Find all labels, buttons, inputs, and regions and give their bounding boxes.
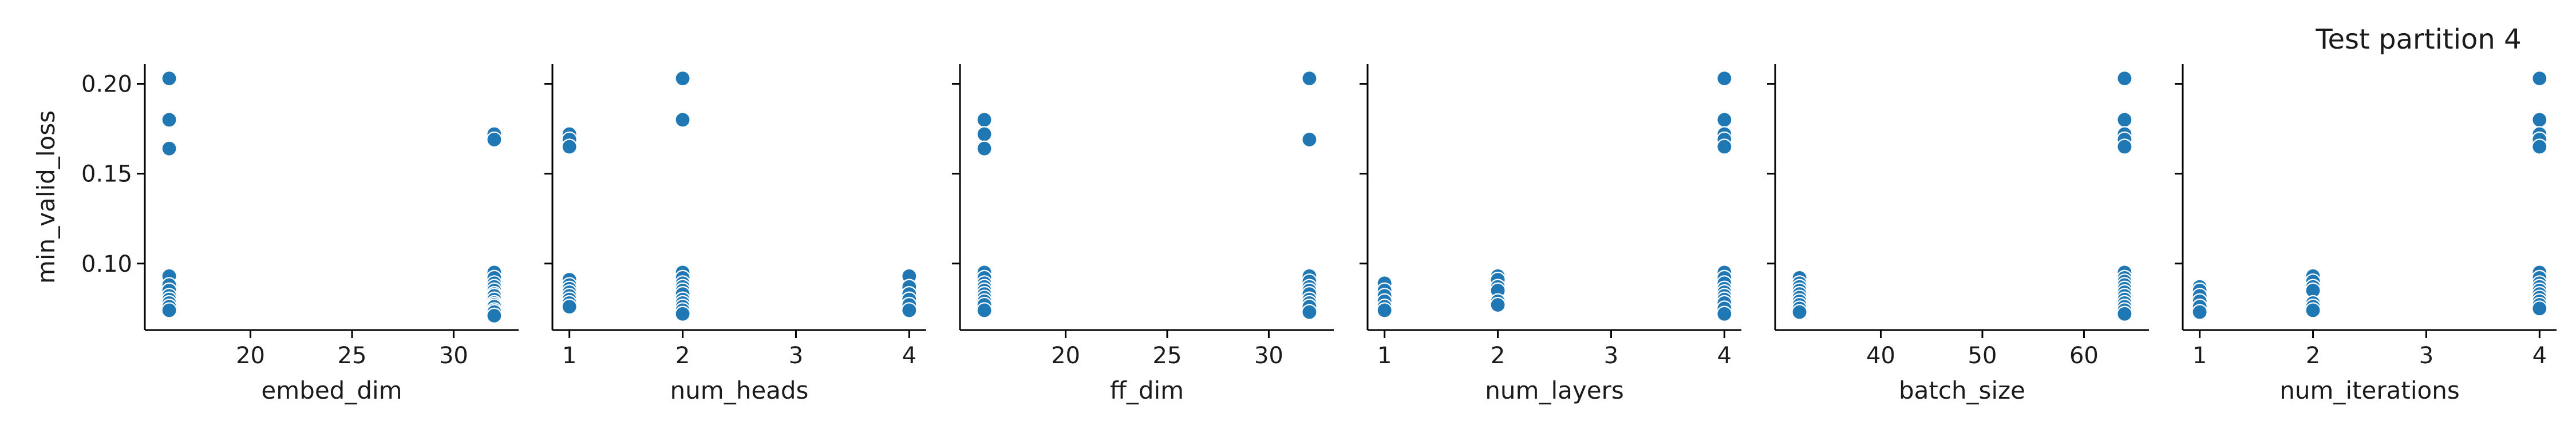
scatter-points <box>976 70 1318 320</box>
x-axis-label: num_heads <box>670 376 809 404</box>
data-point <box>486 307 503 324</box>
x-axis-label: num_iterations <box>2279 376 2459 404</box>
data-point <box>1376 302 1393 319</box>
x-tick-label: 50 <box>1968 343 1997 369</box>
x-tick-label: 25 <box>338 343 367 369</box>
data-point <box>1716 112 1733 128</box>
panel-num-layers: 1 2 3 4 num_layers <box>1360 64 1741 404</box>
data-point <box>561 299 578 315</box>
data-point <box>976 302 993 319</box>
x-tick-label: 60 <box>2069 343 2099 369</box>
data-point <box>2116 305 2133 322</box>
y-tick-label: 0.20 <box>81 72 132 98</box>
data-point <box>1301 70 1318 87</box>
x-axis-label: embed_dim <box>261 376 402 404</box>
data-point <box>2191 304 2208 320</box>
x-axis-label: ff_dim <box>1110 376 1184 404</box>
x-tick-label: 30 <box>439 343 468 369</box>
x-tick-label: 1 <box>1377 343 1392 369</box>
panel-batch-size: 40 50 60 batch_size <box>1767 64 2149 404</box>
data-point <box>1716 305 1733 322</box>
y-tick-label: 0.15 <box>81 161 132 188</box>
data-point <box>674 112 691 128</box>
data-point <box>976 126 993 142</box>
x-axis-label: batch_size <box>1899 376 2025 404</box>
data-point <box>486 131 503 148</box>
data-point <box>2531 70 2548 87</box>
x-tick-label: 2 <box>675 343 690 369</box>
data-point <box>901 302 918 319</box>
data-point <box>2531 138 2548 155</box>
panel-embed-dim: 0.10 0.15 0.20 20 25 30 embed_dim min_valid_los… <box>32 64 519 404</box>
x-tick-label: 20 <box>1051 343 1080 369</box>
data-point <box>674 305 691 322</box>
data-point <box>561 138 578 155</box>
data-point <box>161 112 177 128</box>
x-tick-label: 25 <box>1153 343 1182 369</box>
x-tick-label: 30 <box>1254 343 1283 369</box>
data-point <box>1716 70 1733 87</box>
scatter-points <box>2191 70 2548 320</box>
data-point <box>161 140 177 157</box>
x-tick-label: 40 <box>1866 343 1895 369</box>
data-point <box>1791 304 1808 320</box>
data-point <box>2116 138 2133 155</box>
data-point <box>161 70 177 87</box>
x-tick-label: 20 <box>236 343 265 369</box>
scatter-points <box>561 70 918 322</box>
scatter-points <box>161 70 503 324</box>
x-tick-label: 2 <box>2306 343 2320 369</box>
y-tick-label: 0.10 <box>81 251 132 277</box>
data-point <box>2116 70 2133 87</box>
figure-title: Test partition 4 <box>2315 23 2521 55</box>
scatter-points <box>1376 70 1733 322</box>
y-axis-label: min_valid_loss <box>32 110 60 284</box>
data-point <box>976 140 993 157</box>
panel-num-iterations: 1 2 3 4 num_iterations <box>2175 64 2557 404</box>
data-point <box>674 70 691 87</box>
x-tick-label: 2 <box>1491 343 1505 369</box>
panel-ff-dim: 20 25 30 ff_dim <box>952 64 1334 404</box>
data-point <box>161 302 177 319</box>
data-point <box>2531 300 2548 317</box>
x-tick-label: 1 <box>2192 343 2207 369</box>
panel-num-heads: 1 2 3 4 num_heads <box>544 64 926 404</box>
x-tick-label: 3 <box>1604 343 1618 369</box>
x-tick-label: 1 <box>562 343 576 369</box>
data-point <box>2531 112 2548 128</box>
data-point <box>1301 131 1318 148</box>
panels: 0.10 0.15 0.20 20 25 30 embed_dim min_valid_los… <box>32 64 2557 404</box>
x-tick-label: 4 <box>1717 343 1732 369</box>
x-tick-label: 3 <box>2419 343 2433 369</box>
data-point <box>1301 304 1318 320</box>
data-point <box>1716 138 1733 155</box>
x-axis-label: num_layers <box>1485 376 1623 404</box>
data-point <box>2116 112 2133 128</box>
x-tick-label: 4 <box>902 343 916 369</box>
x-tick-label: 4 <box>2532 343 2547 369</box>
data-point <box>976 112 993 128</box>
x-tick-label: 3 <box>789 343 803 369</box>
data-point <box>1490 296 1506 313</box>
data-point <box>2305 302 2321 319</box>
scatter-points <box>1791 70 2133 322</box>
